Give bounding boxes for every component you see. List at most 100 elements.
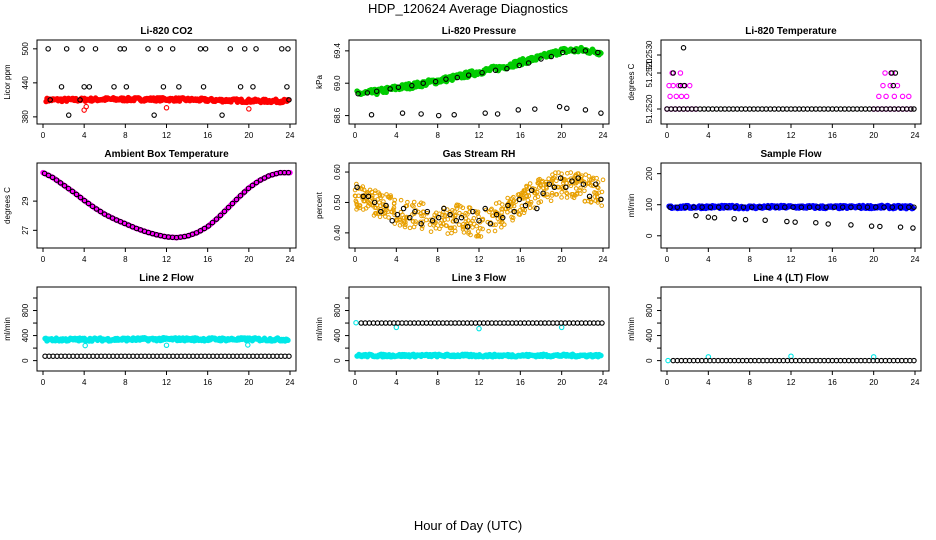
data-point [587, 177, 592, 183]
data-point [435, 112, 442, 119]
data-point [582, 198, 588, 204]
data-point [427, 222, 433, 227]
data-point [825, 221, 831, 227]
data-point [470, 225, 475, 230]
data-point [691, 204, 697, 210]
panel-li820temp: Li-820 Temperature degrees C 0 4 8 12 16 20 24 51… [627, 26, 922, 140]
data-point [580, 181, 587, 187]
x-tick-label: 4 [706, 131, 711, 140]
data-point [516, 192, 522, 197]
data-point [400, 212, 405, 218]
series-1 [82, 342, 251, 349]
data-point [782, 204, 788, 210]
x-tick-label: 0 [665, 378, 670, 387]
data-point [557, 175, 564, 181]
data-point [587, 196, 593, 202]
x-tick-label: 4 [706, 255, 711, 264]
data-point [397, 217, 403, 223]
data-point [474, 223, 479, 229]
x-tick-label: 16 [828, 378, 837, 387]
data-point [163, 105, 170, 111]
data-point [876, 93, 882, 100]
data-point [516, 196, 523, 203]
y-tick-label: 0 [21, 358, 30, 363]
panel-title: Gas Stream RH [443, 149, 516, 160]
data-point [245, 185, 252, 192]
data-point [460, 205, 466, 211]
data-point [428, 229, 434, 234]
data-point [510, 217, 515, 223]
x-tick-label: 0 [665, 255, 670, 264]
data-point [407, 214, 413, 221]
data-point [517, 207, 523, 213]
data-point [360, 193, 367, 200]
data-point [452, 213, 458, 219]
x-tick-label: 8 [747, 131, 752, 140]
series-0 [43, 94, 291, 106]
y-tick-label: 0 [645, 358, 654, 363]
data-point [458, 214, 465, 221]
series-0 [352, 170, 606, 239]
data-point [600, 177, 606, 183]
data-point [678, 93, 685, 100]
data-point [410, 219, 416, 224]
plot-frame [36, 39, 297, 125]
x-tick-label: 8 [747, 255, 752, 264]
data-point [378, 195, 383, 201]
x-tick-label: 20 [557, 378, 566, 387]
data-point [881, 204, 887, 210]
data-point [47, 97, 53, 103]
data-point [409, 82, 415, 89]
data-point [899, 93, 906, 100]
data-point [83, 103, 89, 110]
x-tick-label: 8 [747, 378, 752, 387]
data-point [499, 206, 504, 212]
data-point [460, 226, 466, 232]
x-tick-label: 24 [599, 131, 608, 140]
data-point [536, 200, 542, 205]
data-point [551, 184, 558, 191]
data-point [395, 84, 402, 91]
data-point [465, 211, 470, 217]
series-1 [670, 357, 917, 364]
data-point [383, 202, 389, 209]
data-point [471, 215, 477, 221]
x-tick-label: 16 [516, 131, 525, 140]
x-tick-label: 4 [82, 378, 87, 387]
data-point [740, 204, 747, 210]
data-point [555, 184, 560, 190]
data-point [246, 106, 252, 112]
data-point [848, 222, 854, 228]
data-point [400, 205, 407, 212]
data-point [897, 204, 904, 210]
data-point [354, 184, 360, 191]
data-point [418, 200, 424, 206]
page-title: HDP_120624 Average Diagnostics [368, 1, 568, 16]
data-point [598, 196, 604, 203]
data-point [81, 197, 88, 204]
data-point [279, 46, 285, 52]
data-point [197, 227, 204, 234]
data-point [856, 204, 862, 210]
x-tick-label: 8 [435, 378, 440, 387]
data-point [413, 219, 418, 224]
series-1 [41, 169, 292, 241]
x-tick-label: 8 [123, 255, 128, 264]
x-tick-label: 4 [706, 378, 711, 387]
data-point [420, 80, 426, 86]
x-tick-label: 16 [203, 131, 212, 140]
data-point [500, 214, 506, 221]
data-point [724, 204, 730, 210]
y-axis-label: degrees C [3, 187, 12, 224]
data-point [457, 210, 462, 216]
data-point [237, 192, 244, 199]
data-point [577, 177, 582, 182]
data-point [394, 211, 401, 218]
data-point [354, 181, 359, 187]
x-tick-label: 12 [787, 131, 796, 140]
data-point [157, 46, 164, 52]
data-point [424, 208, 431, 215]
x-tick-label: 16 [516, 255, 525, 264]
data-point [92, 46, 99, 52]
y-tick-label: 51.2520 [645, 94, 654, 123]
